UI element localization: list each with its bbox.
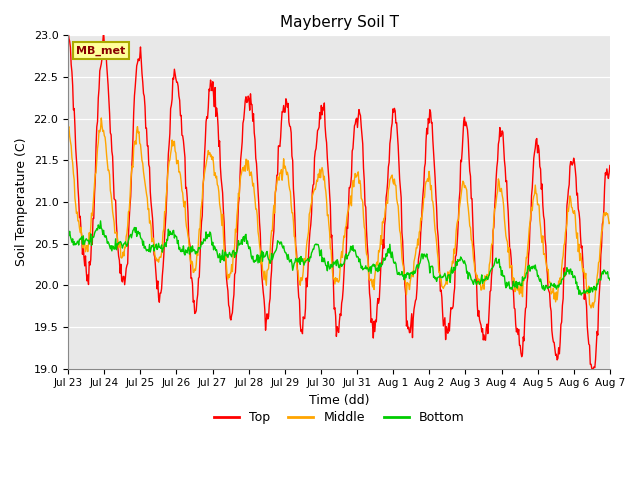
- Middle: [97, 115, 105, 121]
- Line: Middle: Middle: [68, 118, 610, 308]
- Middle: [131, 140, 138, 146]
- Top: [185, 234, 193, 240]
- Top: [74, 184, 82, 190]
- Bottom: [422, 254, 429, 260]
- Bottom: [186, 251, 193, 257]
- Middle: [587, 305, 595, 311]
- Top: [64, 28, 72, 34]
- Bottom: [97, 218, 104, 224]
- Bottom: [74, 238, 82, 244]
- Top: [420, 165, 428, 170]
- Line: Bottom: Bottom: [68, 221, 610, 295]
- Bottom: [606, 277, 614, 283]
- Middle: [406, 287, 413, 292]
- Middle: [214, 183, 222, 189]
- Text: MB_met: MB_met: [76, 45, 125, 56]
- Middle: [74, 218, 82, 224]
- Bottom: [406, 276, 413, 281]
- Top: [130, 109, 138, 115]
- Middle: [606, 220, 614, 226]
- Top: [214, 111, 221, 117]
- Top: [405, 324, 413, 330]
- X-axis label: Time (dd): Time (dd): [308, 394, 369, 407]
- Bottom: [577, 292, 585, 298]
- Middle: [64, 125, 72, 131]
- Title: Mayberry Soil T: Mayberry Soil T: [280, 15, 399, 30]
- Bottom: [64, 227, 72, 233]
- Y-axis label: Soil Temperature (C): Soil Temperature (C): [15, 138, 28, 266]
- Bottom: [214, 255, 222, 261]
- Bottom: [131, 225, 138, 230]
- Line: Top: Top: [68, 31, 610, 369]
- Legend: Top, Middle, Bottom: Top, Middle, Bottom: [209, 406, 470, 429]
- Middle: [422, 182, 429, 188]
- Middle: [186, 250, 193, 255]
- Top: [588, 366, 596, 372]
- Top: [606, 163, 614, 168]
